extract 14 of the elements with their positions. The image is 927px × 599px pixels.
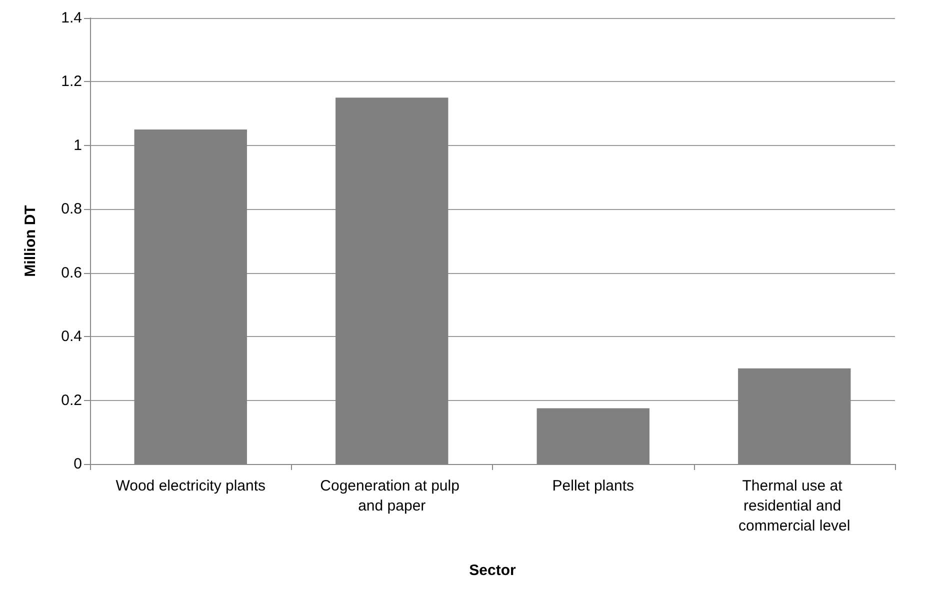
y-tick-label: 1	[74, 136, 82, 154]
x-tick-label: Wood electricity plants	[116, 478, 266, 494]
y-tick-label: 0	[74, 456, 82, 472]
y-tick-label: 0.8	[61, 200, 82, 218]
x-tick-label: Cogeneration at pulp and paper	[320, 478, 464, 514]
x-tick-label: Pellet plants	[552, 478, 634, 494]
y-tick-label: 0.2	[61, 392, 82, 409]
y-tick-label: 1.4	[61, 10, 82, 26]
y-axis-title: Million DT	[22, 205, 39, 277]
x-axis-title: Sector	[469, 562, 516, 579]
x-tick-label: Thermal use at residential and commercial level	[738, 478, 850, 534]
y-tick-label: 0.6	[61, 264, 82, 282]
y-tick-label: 1.2	[61, 73, 82, 90]
y-tick-label: 0.4	[61, 328, 82, 346]
